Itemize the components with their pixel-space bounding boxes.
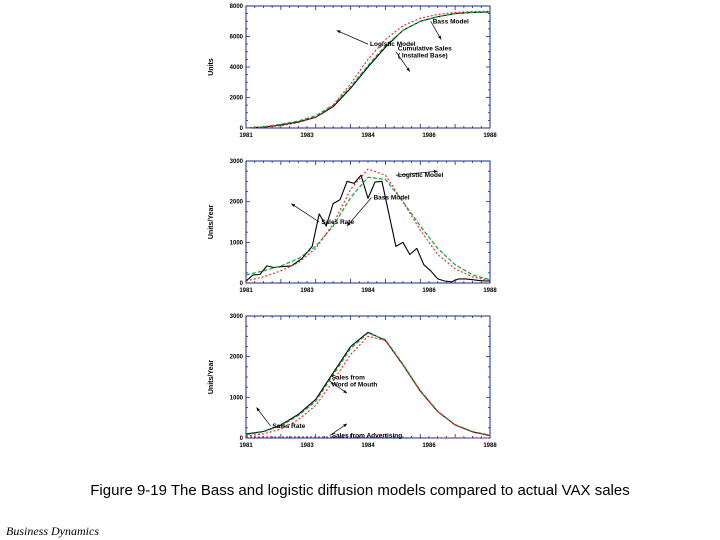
y-tick-label: 2000 xyxy=(230,96,244,102)
annotation-label: Cumulative Sales xyxy=(398,45,452,52)
annotation-arrow xyxy=(256,407,271,427)
y-tick-label: 3000 xyxy=(230,159,244,165)
annotation-arrowhead xyxy=(291,203,296,208)
series-line-advertising xyxy=(245,436,491,439)
series-line-bass xyxy=(245,176,491,281)
annotation-arrowhead xyxy=(343,389,348,394)
annotation-arrowhead xyxy=(343,423,348,428)
annotation-label: Logistic Model xyxy=(398,172,444,179)
annotation-arrowhead xyxy=(433,169,438,174)
annotation-arrowhead xyxy=(347,222,351,227)
annotation-label: Sales from Advertising xyxy=(332,433,403,440)
figure-caption: Figure 9-19 The Bass and logistic diffus… xyxy=(90,482,630,499)
x-tick-label: 1984 xyxy=(361,443,375,449)
annotation-arrowhead xyxy=(438,35,442,40)
annotation-label: Sales Rate xyxy=(272,423,305,430)
series-line-bass xyxy=(245,11,491,129)
annotation-label: Sales from xyxy=(332,375,365,382)
annotation-arrowhead xyxy=(256,407,260,412)
plot-frame-2 xyxy=(245,315,491,439)
x-tick-label: 1984 xyxy=(361,288,375,294)
y-tick-label: 2000 xyxy=(230,355,244,361)
x-tick-label: 1983 xyxy=(300,288,314,294)
annotation-label: Bass Model xyxy=(373,195,409,202)
x-tick-label: 1983 xyxy=(300,133,314,139)
y-tick-label: 8000 xyxy=(230,4,244,10)
y-tick-label: 0 xyxy=(240,126,244,132)
y-tick-label: 0 xyxy=(240,281,244,287)
x-tick-label: 1988 xyxy=(483,288,497,294)
x-tick-label: 1981 xyxy=(239,288,253,294)
series-line-logistic xyxy=(245,10,491,129)
series-line-logistic xyxy=(245,335,491,437)
annotation-arrow xyxy=(395,170,438,176)
series-line-actual xyxy=(245,11,491,129)
y-tick-label: 0 xyxy=(240,436,244,442)
annotation-arrowhead xyxy=(406,67,410,72)
annotation-label: Logistic Model xyxy=(370,41,416,48)
y-tick-label: 2000 xyxy=(230,200,244,206)
x-tick-label: 1986 xyxy=(422,288,436,294)
series-line-logistic xyxy=(245,168,491,282)
annotation-arrow xyxy=(395,51,411,72)
annotation-label: Word of Mouth xyxy=(332,382,378,389)
x-tick-label: 1983 xyxy=(300,443,314,449)
x-tick-label: 1988 xyxy=(483,133,497,139)
annotation-arrow xyxy=(291,203,320,223)
annotation-label: ( Installed Base) xyxy=(398,52,448,59)
y-tick-label: 3000 xyxy=(230,314,244,320)
y-axis-label: Units/Year xyxy=(208,205,215,240)
annotation-arrow xyxy=(336,30,369,45)
x-tick-label: 1984 xyxy=(361,133,375,139)
annotation-label: Bass Model xyxy=(433,18,469,25)
y-tick-label: 4000 xyxy=(230,65,244,71)
y-axis-label: Units xyxy=(208,58,215,76)
chart-figure: 1981 1983 1984 1986 1988 0 2000 4000 6000 8000 Uni… xyxy=(208,4,497,449)
y-axis-label: Units/Year xyxy=(208,360,215,395)
x-tick-label: 1986 xyxy=(422,133,436,139)
x-tick-label: 1981 xyxy=(239,133,253,139)
x-tick-label: 1981 xyxy=(239,443,253,449)
y-tick-label: 1000 xyxy=(230,240,244,246)
annotation-label: Sales Rate xyxy=(321,219,354,226)
x-tick-label: 1988 xyxy=(483,443,497,449)
annotation-arrow xyxy=(346,197,372,227)
x-tick-label: 1986 xyxy=(422,443,436,449)
footer-text: Business Dynamics xyxy=(6,524,99,538)
y-tick-label: 6000 xyxy=(230,35,244,41)
series-line-actual xyxy=(245,174,490,283)
y-tick-label: 1000 xyxy=(230,395,244,401)
series-line-bass xyxy=(245,332,491,436)
annotation-arrowhead xyxy=(336,30,341,34)
